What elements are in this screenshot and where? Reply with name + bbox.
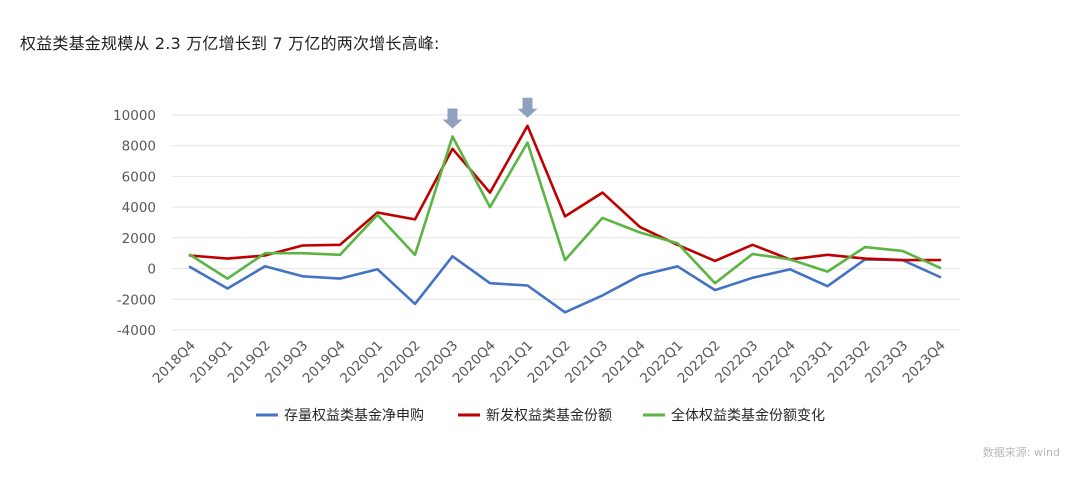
legend: 存量权益类基金净申购 新发权益类基金份额 全体权益类基金份额变化	[256, 407, 825, 424]
source-note: 数据来源: wind	[982, 446, 1060, 459]
page-heading: 权益类基金规模从 2.3 万亿增长到 7 万亿的两次增长高峰:	[20, 34, 440, 53]
y-tick-label: -2000	[117, 292, 156, 308]
series-line-3	[188, 135, 942, 285]
legend-label: 新发权益类基金份额	[486, 407, 612, 424]
down-arrow-marker	[442, 108, 463, 129]
marker-layer	[442, 97, 538, 129]
legend-label: 存量权益类基金净申购	[284, 407, 424, 424]
grid-layer	[172, 114, 960, 331]
y-tick-label: -4000	[117, 323, 156, 339]
y-axis-ticks: -4000 -2000 0 2000 4000 6000 8000 10000	[113, 108, 156, 339]
y-tick-label: 2000	[122, 231, 156, 247]
y-tick-label: 6000	[122, 169, 156, 185]
y-tick-label: 8000	[122, 139, 156, 155]
x-axis-ticks: 2018Q42019Q12019Q22019Q32019Q42020Q12020…	[150, 338, 949, 387]
y-tick-label: 0	[147, 262, 156, 278]
down-arrow-marker	[517, 97, 538, 118]
series-line-2	[188, 124, 942, 263]
y-tick-label: 10000	[113, 108, 156, 124]
series-line-1	[188, 254, 942, 314]
series-layer	[188, 124, 942, 314]
legend-label: 全体权益类基金份额变化	[671, 407, 825, 424]
y-tick-label: 4000	[122, 200, 156, 216]
